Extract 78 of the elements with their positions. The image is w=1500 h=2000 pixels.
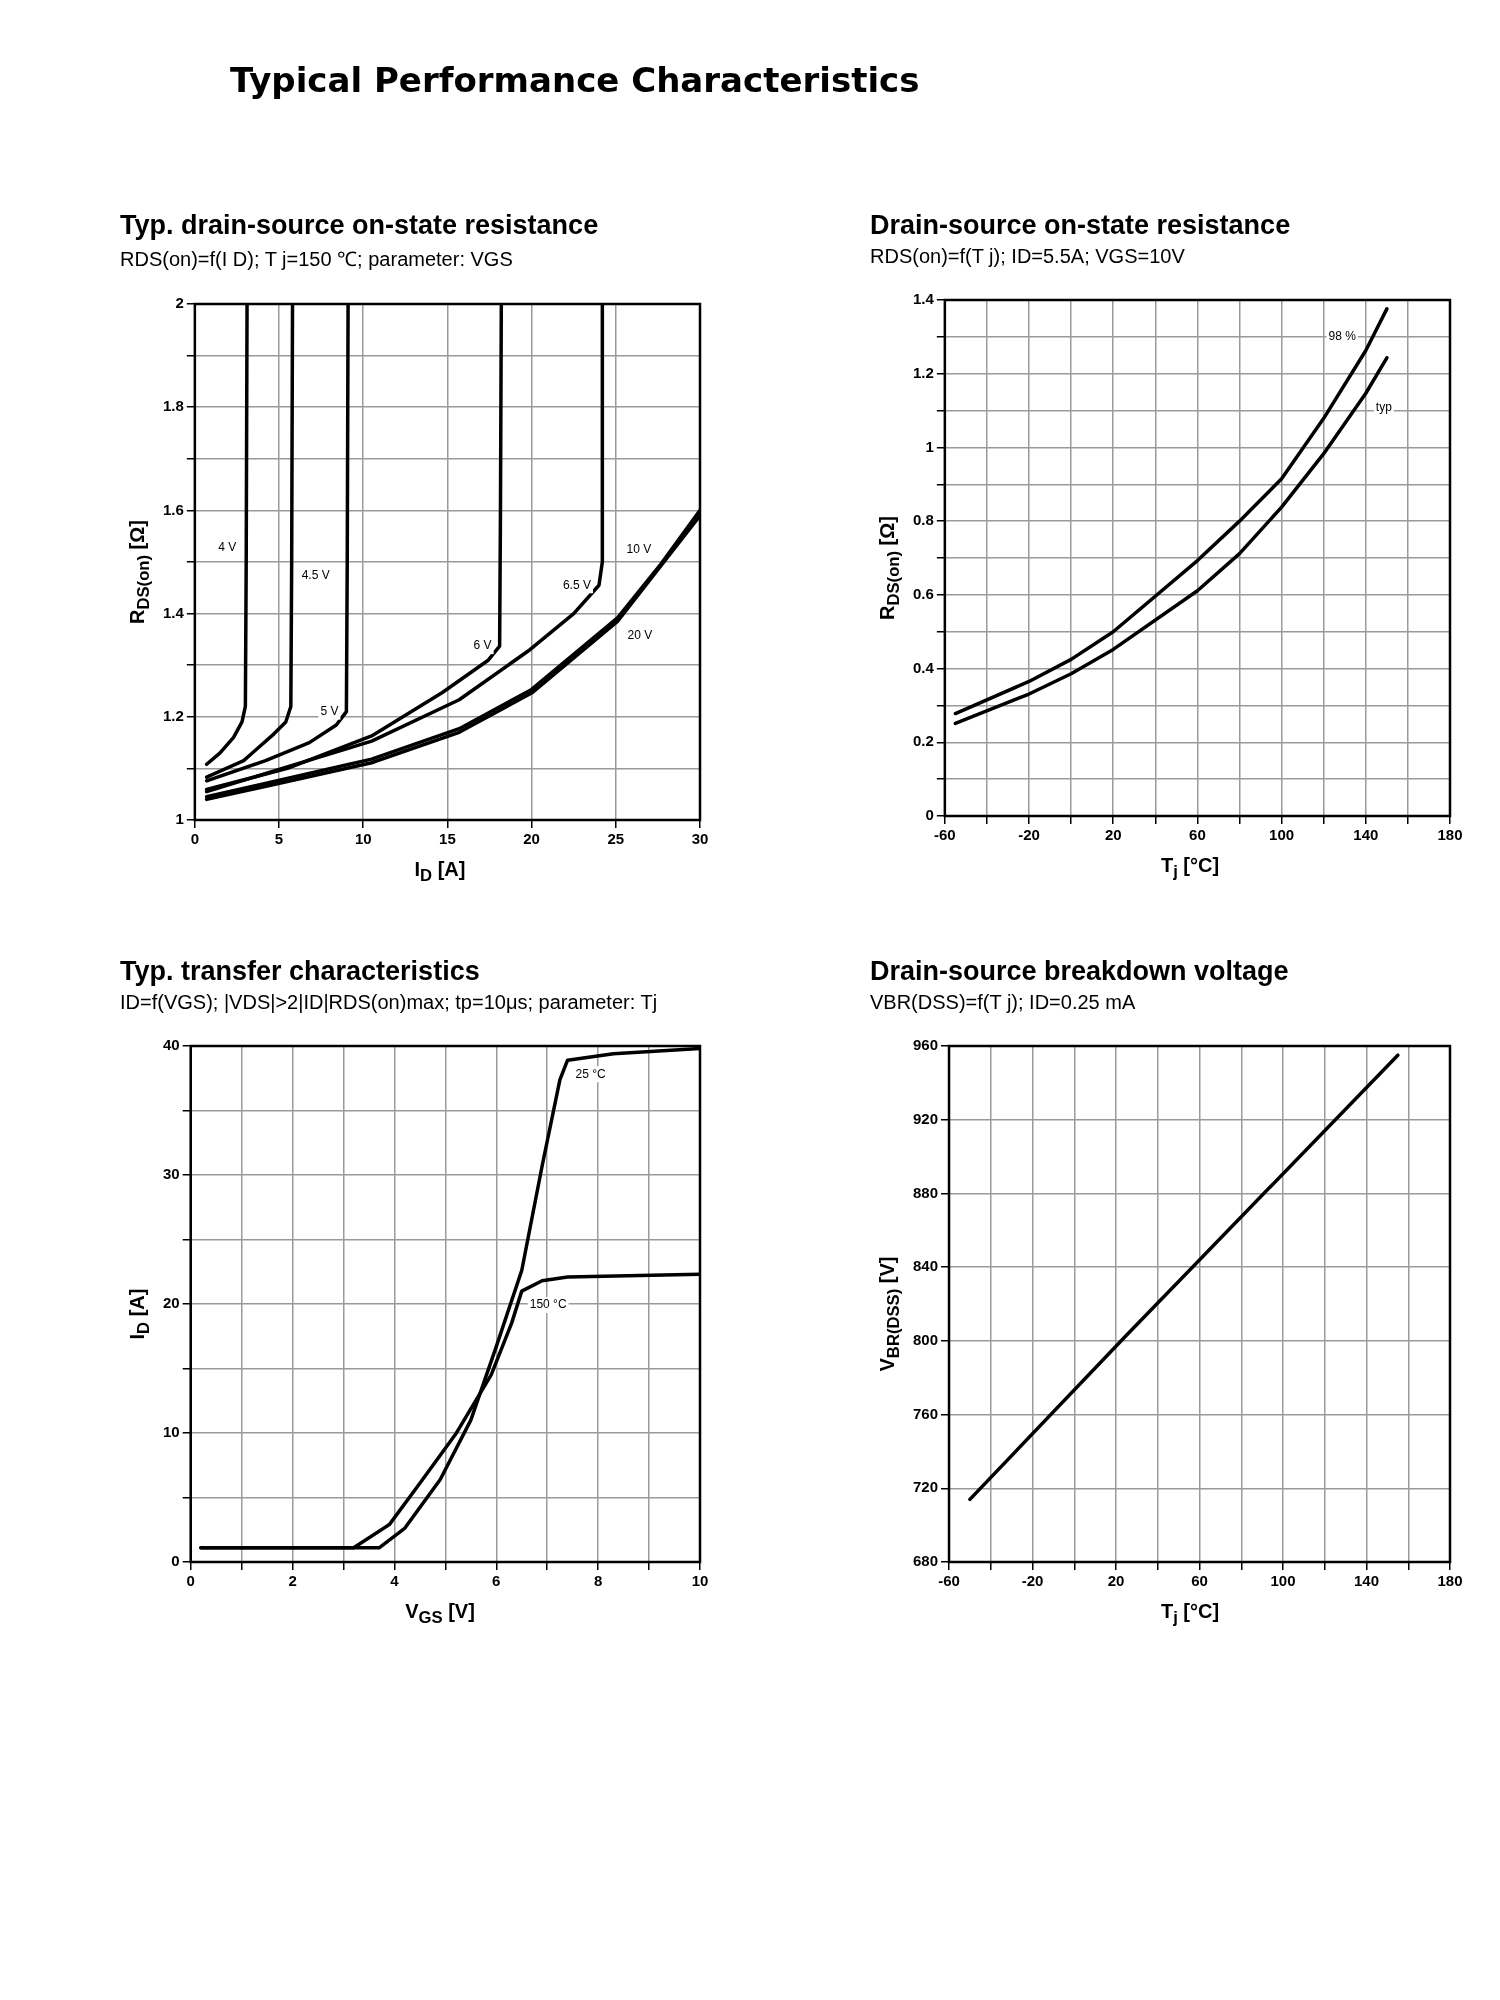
y-tick-label: 840 bbox=[913, 1257, 939, 1275]
x-tick-label: 2 bbox=[288, 1572, 297, 1590]
x-axis-title: I$_{D}$ [A] bbox=[413, 858, 467, 886]
x-tick-label: -60 bbox=[934, 826, 956, 844]
y-tick-label: 1.4 bbox=[912, 290, 935, 308]
chart-subtitle: RDS(on)=f(T j); ID=5.5A; VGS=10V bbox=[870, 245, 1186, 268]
x-tick-label: 140 bbox=[1353, 826, 1379, 844]
x-tick-label: 60 bbox=[1191, 1572, 1208, 1590]
y-tick-label: 1 bbox=[925, 437, 934, 455]
chart-title: Typ. transfer characteristics bbox=[120, 956, 481, 987]
text: Typical Performance Characteristics bbox=[230, 60, 921, 100]
x-tick-label: 20 bbox=[1107, 1572, 1125, 1590]
y-tick-label: 1.2 bbox=[912, 363, 934, 381]
series-label: 6 V bbox=[473, 638, 492, 653]
series-label: 4 V bbox=[218, 540, 237, 555]
chart-title: Drain-source breakdown voltage bbox=[870, 956, 1290, 987]
x-tick-label: -60 bbox=[938, 1572, 960, 1590]
y-tick-label: 0.4 bbox=[912, 658, 935, 676]
y-tick-label: 680 bbox=[913, 1552, 939, 1570]
series-label: 98 % bbox=[1328, 328, 1357, 343]
x-tick-label: 8 bbox=[593, 1572, 603, 1590]
x-axis-title: T$_{j}$ [°C] bbox=[1159, 1600, 1221, 1628]
y-tick-label: 30 bbox=[163, 1165, 180, 1183]
y-tick-label: 920 bbox=[913, 1109, 939, 1127]
x-tick-label: 100 bbox=[1270, 1572, 1296, 1590]
x-tick-label: 30 bbox=[691, 830, 709, 848]
series-label: 25 °C bbox=[575, 1066, 607, 1081]
x-tick-label: 140 bbox=[1353, 1572, 1380, 1590]
y-tick-label: 0.2 bbox=[912, 732, 934, 750]
chart-title: Drain-source on-state resistance bbox=[870, 210, 1292, 241]
x-tick-label: 10 bbox=[691, 1572, 709, 1590]
y-tick-label: 20 bbox=[163, 1294, 180, 1312]
x-tick-label: 100 bbox=[1269, 826, 1295, 844]
x-tick-label: 6 bbox=[492, 1572, 501, 1590]
x-tick-label: 180 bbox=[1437, 1572, 1463, 1590]
x-tick-label: 25 bbox=[607, 830, 625, 848]
y-tick-label: 0.8 bbox=[912, 511, 934, 529]
x-tick-label: -20 bbox=[1021, 1572, 1044, 1590]
y-tick-label: 1.2 bbox=[162, 706, 184, 724]
x-tick-label: 0 bbox=[190, 830, 200, 848]
x-tick-label: 10 bbox=[354, 830, 372, 848]
y-tick-label: 880 bbox=[913, 1183, 939, 1201]
x-tick-label: 180 bbox=[1437, 826, 1463, 844]
chart-title: Typ. drain-source on-state resistance bbox=[120, 210, 600, 241]
y-tick-label: 800 bbox=[913, 1331, 939, 1348]
y-tick-label: 720 bbox=[913, 1478, 939, 1496]
y-tick-label: 1 bbox=[175, 810, 184, 828]
y-tick-label: 0.6 bbox=[912, 585, 934, 602]
y-tick-label: 0 bbox=[171, 1552, 180, 1570]
y-tick-label: 760 bbox=[913, 1404, 939, 1422]
x-tick-label: 5 bbox=[274, 830, 284, 848]
series-label: 5 V bbox=[320, 703, 339, 718]
x-tick-label: 60 bbox=[1189, 826, 1206, 844]
chart-subtitle: ID=f(VGS); |VDS|>2|ID|RDS(on)max; tp=10μs; parameter: Tj bbox=[120, 991, 659, 1014]
x-tick-label: 15 bbox=[439, 830, 456, 848]
x-axis-title: V$_{GS}$ [V] bbox=[404, 1600, 476, 1628]
y-tick-label: 0 bbox=[925, 806, 934, 824]
x-tick-label: 20 bbox=[1104, 826, 1122, 844]
x-tick-label: 20 bbox=[523, 830, 540, 848]
series-label: 6.5 V bbox=[562, 577, 591, 592]
x-tick-label: 0 bbox=[186, 1572, 195, 1590]
chart-subtitle: VBR(DSS)=f(T j); ID=0.25 mA bbox=[870, 991, 1137, 1014]
x-axis-title: T$_{j}$ [°C] bbox=[1159, 854, 1221, 882]
series-label: 20 V bbox=[627, 627, 653, 642]
y-tick-label: 1.8 bbox=[162, 397, 184, 415]
series-label: typ bbox=[1375, 399, 1393, 414]
series-label: 150 °C bbox=[529, 1297, 567, 1312]
y-tick-label: 2 bbox=[175, 294, 184, 312]
y-tick-label: 10 bbox=[163, 1423, 180, 1441]
chart-subtitle: RDS(on)=f(I D); T j=150 ℃; parameter: VGS bbox=[120, 247, 514, 272]
y-tick-label: 960 bbox=[913, 1036, 939, 1054]
x-tick-label: -20 bbox=[1018, 826, 1040, 844]
series-label: 4.5 V bbox=[301, 568, 330, 583]
y-tick-label: 40 bbox=[163, 1036, 180, 1054]
series-label: 10 V bbox=[626, 541, 652, 556]
x-tick-label: 4 bbox=[390, 1572, 400, 1590]
y-tick-label: 1.4 bbox=[162, 603, 185, 621]
y-tick-label: 1.6 bbox=[162, 500, 184, 518]
